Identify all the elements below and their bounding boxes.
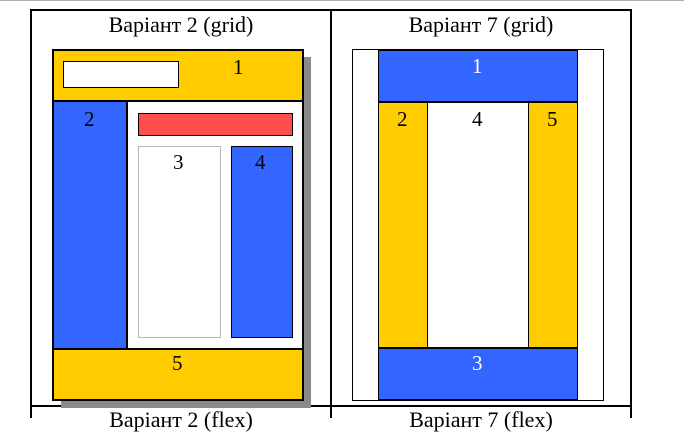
red-bar <box>138 113 293 136</box>
block-3-footer <box>378 348 578 400</box>
block-5-right <box>528 102 578 348</box>
block-5-label: 5 <box>547 107 558 131</box>
block-4-label: 4 <box>472 107 483 131</box>
block-3-label: 3 <box>173 150 184 174</box>
block-4-label: 4 <box>255 150 266 174</box>
block-2-label: 2 <box>84 107 95 131</box>
block-5-label: 5 <box>172 351 183 375</box>
table-border-middle <box>330 9 332 418</box>
next-row-title-variant-7: Варіант 7 (flex) <box>409 407 553 432</box>
table-border-left <box>30 9 32 418</box>
block-1-label: 1 <box>233 55 244 79</box>
block-2-label: 2 <box>397 107 408 131</box>
block-3-label: 3 <box>472 351 483 375</box>
block-5-footer <box>54 348 302 399</box>
cell-title-variant-2: Варіант 2 (grid) <box>108 12 254 37</box>
table-border-right <box>630 9 632 418</box>
block-1-label: 1 <box>472 54 483 78</box>
next-row-title-variant-2: Варіант 2 (flex) <box>109 407 253 432</box>
block-2-left <box>378 102 428 348</box>
table-row-divider <box>30 405 632 407</box>
top-rule <box>0 0 684 1</box>
cell-title-variant-7: Варіант 7 (grid) <box>408 12 554 37</box>
block-2-sidebar <box>54 102 128 348</box>
block-4-aside <box>231 146 293 338</box>
block-4-center <box>428 102 528 348</box>
block-1-header <box>378 50 578 102</box>
header-white-box <box>63 61 179 88</box>
block-3-main <box>138 146 221 338</box>
